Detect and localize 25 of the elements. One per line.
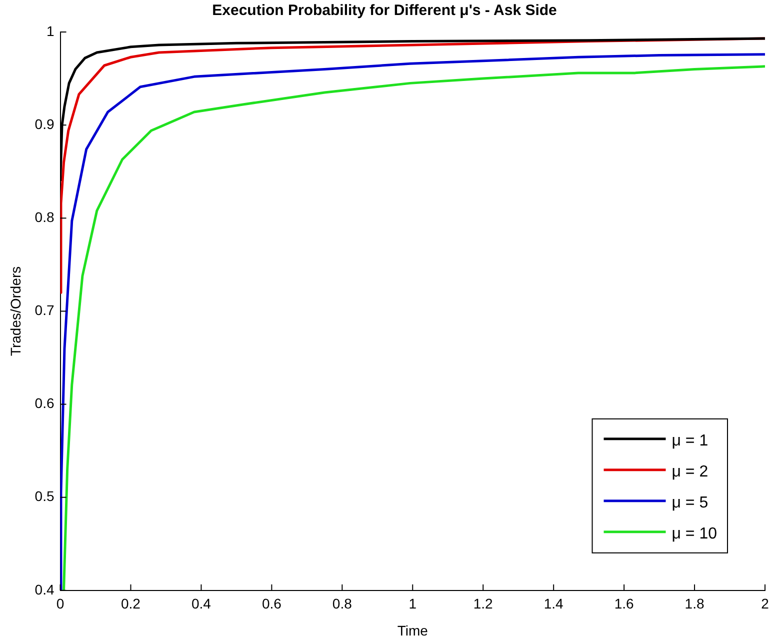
legend-label: μ = 5 <box>672 494 708 512</box>
y-tick-label: 0.6 <box>34 395 54 412</box>
x-tick-label: 1.2 <box>473 596 494 612</box>
y-tick-label: 0.4 <box>34 581 54 598</box>
legend-label: μ = 2 <box>672 463 708 480</box>
x-axis-title: Time <box>397 622 428 638</box>
y-tick-label: 0.9 <box>34 116 54 132</box>
y-axis-title: Trades/Orders <box>7 266 24 356</box>
x-tick-label: 1.6 <box>614 596 634 612</box>
x-tick-label: 0.2 <box>121 596 141 612</box>
x-tick-label: 0.8 <box>332 596 352 612</box>
x-tick-label: 0.4 <box>191 596 212 612</box>
y-tick-label: 0.5 <box>34 488 54 504</box>
x-tick-label: 0.6 <box>262 596 282 612</box>
x-tick-label: 1.8 <box>684 596 704 612</box>
y-tick-label: 1 <box>46 22 54 39</box>
x-tick-label: 1 <box>408 596 417 612</box>
x-tick-label: 2 <box>761 596 770 612</box>
y-tick-label: 0.8 <box>34 208 54 225</box>
x-tick-label: 1.4 <box>544 596 564 612</box>
y-tick-label: 0.7 <box>34 302 54 318</box>
legend-label: μ = 10 <box>672 525 718 542</box>
chart-title: Execution Probability for Different μ's - Ask Side <box>212 2 557 20</box>
legend-label: μ = 1 <box>672 432 708 450</box>
x-tick-label: 0 <box>56 596 64 612</box>
